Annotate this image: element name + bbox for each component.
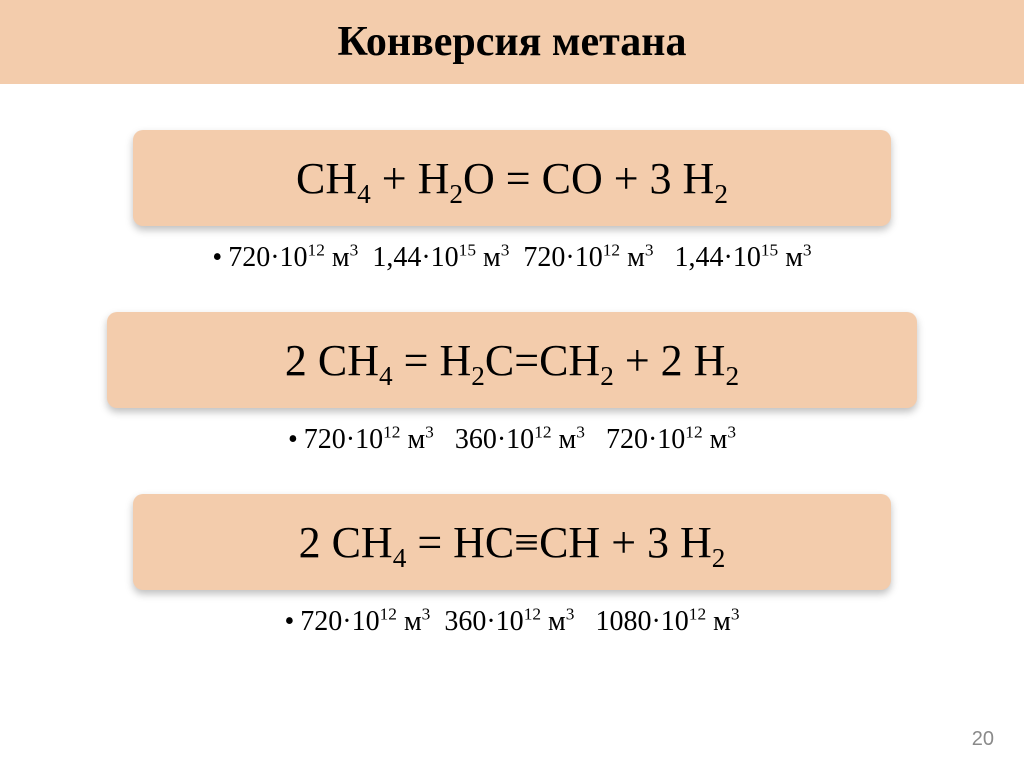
- equation-card-3: 2 CH4 = HC≡CH + 3 H2: [133, 494, 891, 590]
- bullet-icon: •: [288, 424, 298, 455]
- equation-formula-1: CH4 + H2O = CO + 3 H2: [296, 153, 728, 204]
- title-band: Конверсия метана: [0, 0, 1024, 84]
- content-rows: CH4 + H2O = CO + 3 H2 •720·1012 м3 1,44·1…: [0, 130, 1024, 638]
- equation-formula-2: 2 CH4 = H2C=CH2 + 2 H2: [285, 335, 739, 386]
- volumes-line-1: •720·1012 м3 1,44·1015 м3 720·1012 м3 1,…: [0, 242, 1024, 274]
- equation-formula-3: 2 CH4 = HC≡CH + 3 H2: [299, 517, 726, 568]
- page-number: 20: [972, 728, 994, 751]
- equation-card-2: 2 CH4 = H2C=CH2 + 2 H2: [107, 312, 917, 408]
- equation-card-1: CH4 + H2O = CO + 3 H2: [133, 130, 891, 226]
- slide-title: Конверсия метана: [0, 18, 1024, 66]
- bullet-icon: •: [212, 242, 222, 273]
- bullet-icon: •: [284, 606, 294, 637]
- volumes-line-3: •720·1012 м3 360·1012 м3 1080·1012 м3: [0, 606, 1024, 638]
- volumes-line-2: •720·1012 м3 360·1012 м3 720·1012 м3: [0, 424, 1024, 456]
